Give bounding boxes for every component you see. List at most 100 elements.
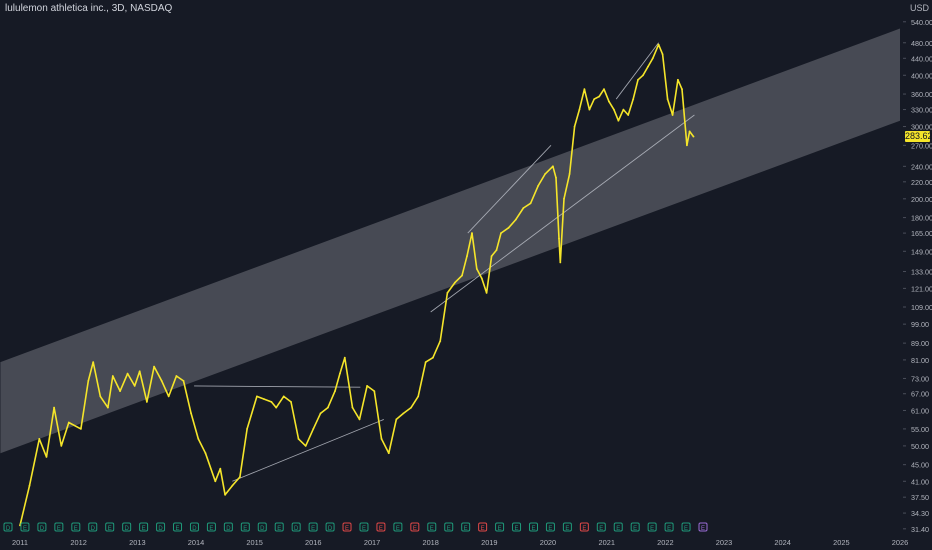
trend-line <box>194 385 361 388</box>
y-tick-label: 73.00 <box>911 374 929 383</box>
event-marker <box>698 522 708 532</box>
y-tick-label: 81.00 <box>911 356 929 365</box>
y-tick-label: 300.00 <box>911 123 932 132</box>
event-marker-label: D <box>226 526 231 532</box>
event-marker <box>122 522 132 532</box>
price-point <box>495 249 498 252</box>
event-marker <box>664 522 674 532</box>
y-tick-label: 240.00 <box>911 162 932 171</box>
price-point <box>214 480 217 483</box>
price-point <box>671 114 674 116</box>
price-point <box>380 438 383 440</box>
y-tick-label: 31.40 <box>911 525 929 534</box>
event-marker-label: E <box>481 526 485 532</box>
price-point <box>617 119 620 122</box>
event-marker-label: E <box>582 526 586 532</box>
price-point <box>334 390 336 392</box>
event-marker-label: D <box>328 526 333 532</box>
trend-line <box>467 145 552 234</box>
price-point <box>647 65 649 68</box>
event-marker-label: D <box>91 526 96 532</box>
x-tick-label: 2016 <box>305 538 321 547</box>
x-tick-label: 2018 <box>422 538 438 547</box>
y-axis[interactable]: 540.00 480.00 440.00 400.00 360.00 330.00 300.… <box>903 18 932 534</box>
event-marker-label: D <box>40 526 45 532</box>
event-marker-label: D <box>260 526 265 532</box>
event-marker-label: E <box>311 526 315 532</box>
event-marker <box>613 522 623 532</box>
event-marker-label: E <box>464 526 468 532</box>
event-marker <box>223 522 233 532</box>
price-point <box>475 268 478 270</box>
event-marker <box>308 522 318 532</box>
x-axis[interactable]: 2011 2012 2013 2014 2015 2016 2017 2018 2019 2020… <box>12 538 908 547</box>
price-point <box>395 418 398 421</box>
event-marker-label: E <box>684 526 688 532</box>
price-point <box>666 98 669 100</box>
event-marker <box>342 522 352 532</box>
event-marker <box>562 522 572 532</box>
price-point <box>552 165 554 168</box>
event-marker <box>274 522 284 532</box>
event-marker-label: D <box>158 526 163 532</box>
price-point <box>263 398 265 400</box>
event-marker <box>596 522 606 532</box>
y-tick-label: 480.00 <box>911 39 932 48</box>
event-marker-label: E <box>345 526 349 532</box>
event-marker <box>173 522 183 532</box>
event-marker <box>444 522 454 532</box>
event-marker-label: E <box>548 526 552 532</box>
event-marker-label: E <box>565 526 569 532</box>
event-marker <box>206 522 216 532</box>
y-tick-label: 109.00 <box>911 303 932 312</box>
price-point <box>160 380 163 382</box>
event-marker-label: E <box>23 526 27 532</box>
price-point <box>627 114 630 116</box>
price-point <box>563 197 565 200</box>
price-point <box>275 406 278 409</box>
price-point <box>290 401 292 403</box>
event-marker <box>20 522 30 532</box>
event-marker <box>545 522 555 532</box>
price-point <box>622 108 625 111</box>
event-marker <box>410 522 420 532</box>
event-marker-label: E <box>396 526 400 532</box>
event-marker <box>3 522 13 532</box>
price-point <box>544 173 547 175</box>
price-point <box>351 406 354 409</box>
event-marker <box>376 522 386 532</box>
y-tick-label: 55.00 <box>911 425 929 434</box>
price-point <box>133 385 136 387</box>
price-point <box>522 207 525 209</box>
price-point <box>559 261 562 264</box>
y-tick-label: 133.00 <box>911 268 932 277</box>
x-tick-label: 2021 <box>598 538 614 547</box>
price-point <box>319 412 322 415</box>
event-marker <box>139 522 149 532</box>
price-point <box>366 385 368 387</box>
event-marker <box>71 522 81 532</box>
y-tick-label: 89.00 <box>911 339 929 348</box>
event-marker <box>291 522 301 532</box>
price-point <box>490 255 493 257</box>
price-point <box>282 395 285 398</box>
price-point <box>119 390 121 392</box>
event-marker <box>478 522 488 532</box>
price-point <box>197 438 200 440</box>
x-tick-label: 2023 <box>716 538 732 547</box>
event-marker <box>495 522 505 532</box>
price-point <box>182 380 185 382</box>
price-point <box>578 108 581 111</box>
event-marker-label: E <box>176 526 180 532</box>
price-point <box>603 88 605 91</box>
event-marker <box>681 522 691 532</box>
price-point <box>373 390 376 392</box>
price-point <box>593 98 596 100</box>
price-point <box>402 412 405 415</box>
price-point <box>485 292 488 294</box>
price-point <box>661 53 664 56</box>
y-tick-label: 180.00 <box>911 214 932 223</box>
x-tick-label: 2017 <box>364 538 380 547</box>
